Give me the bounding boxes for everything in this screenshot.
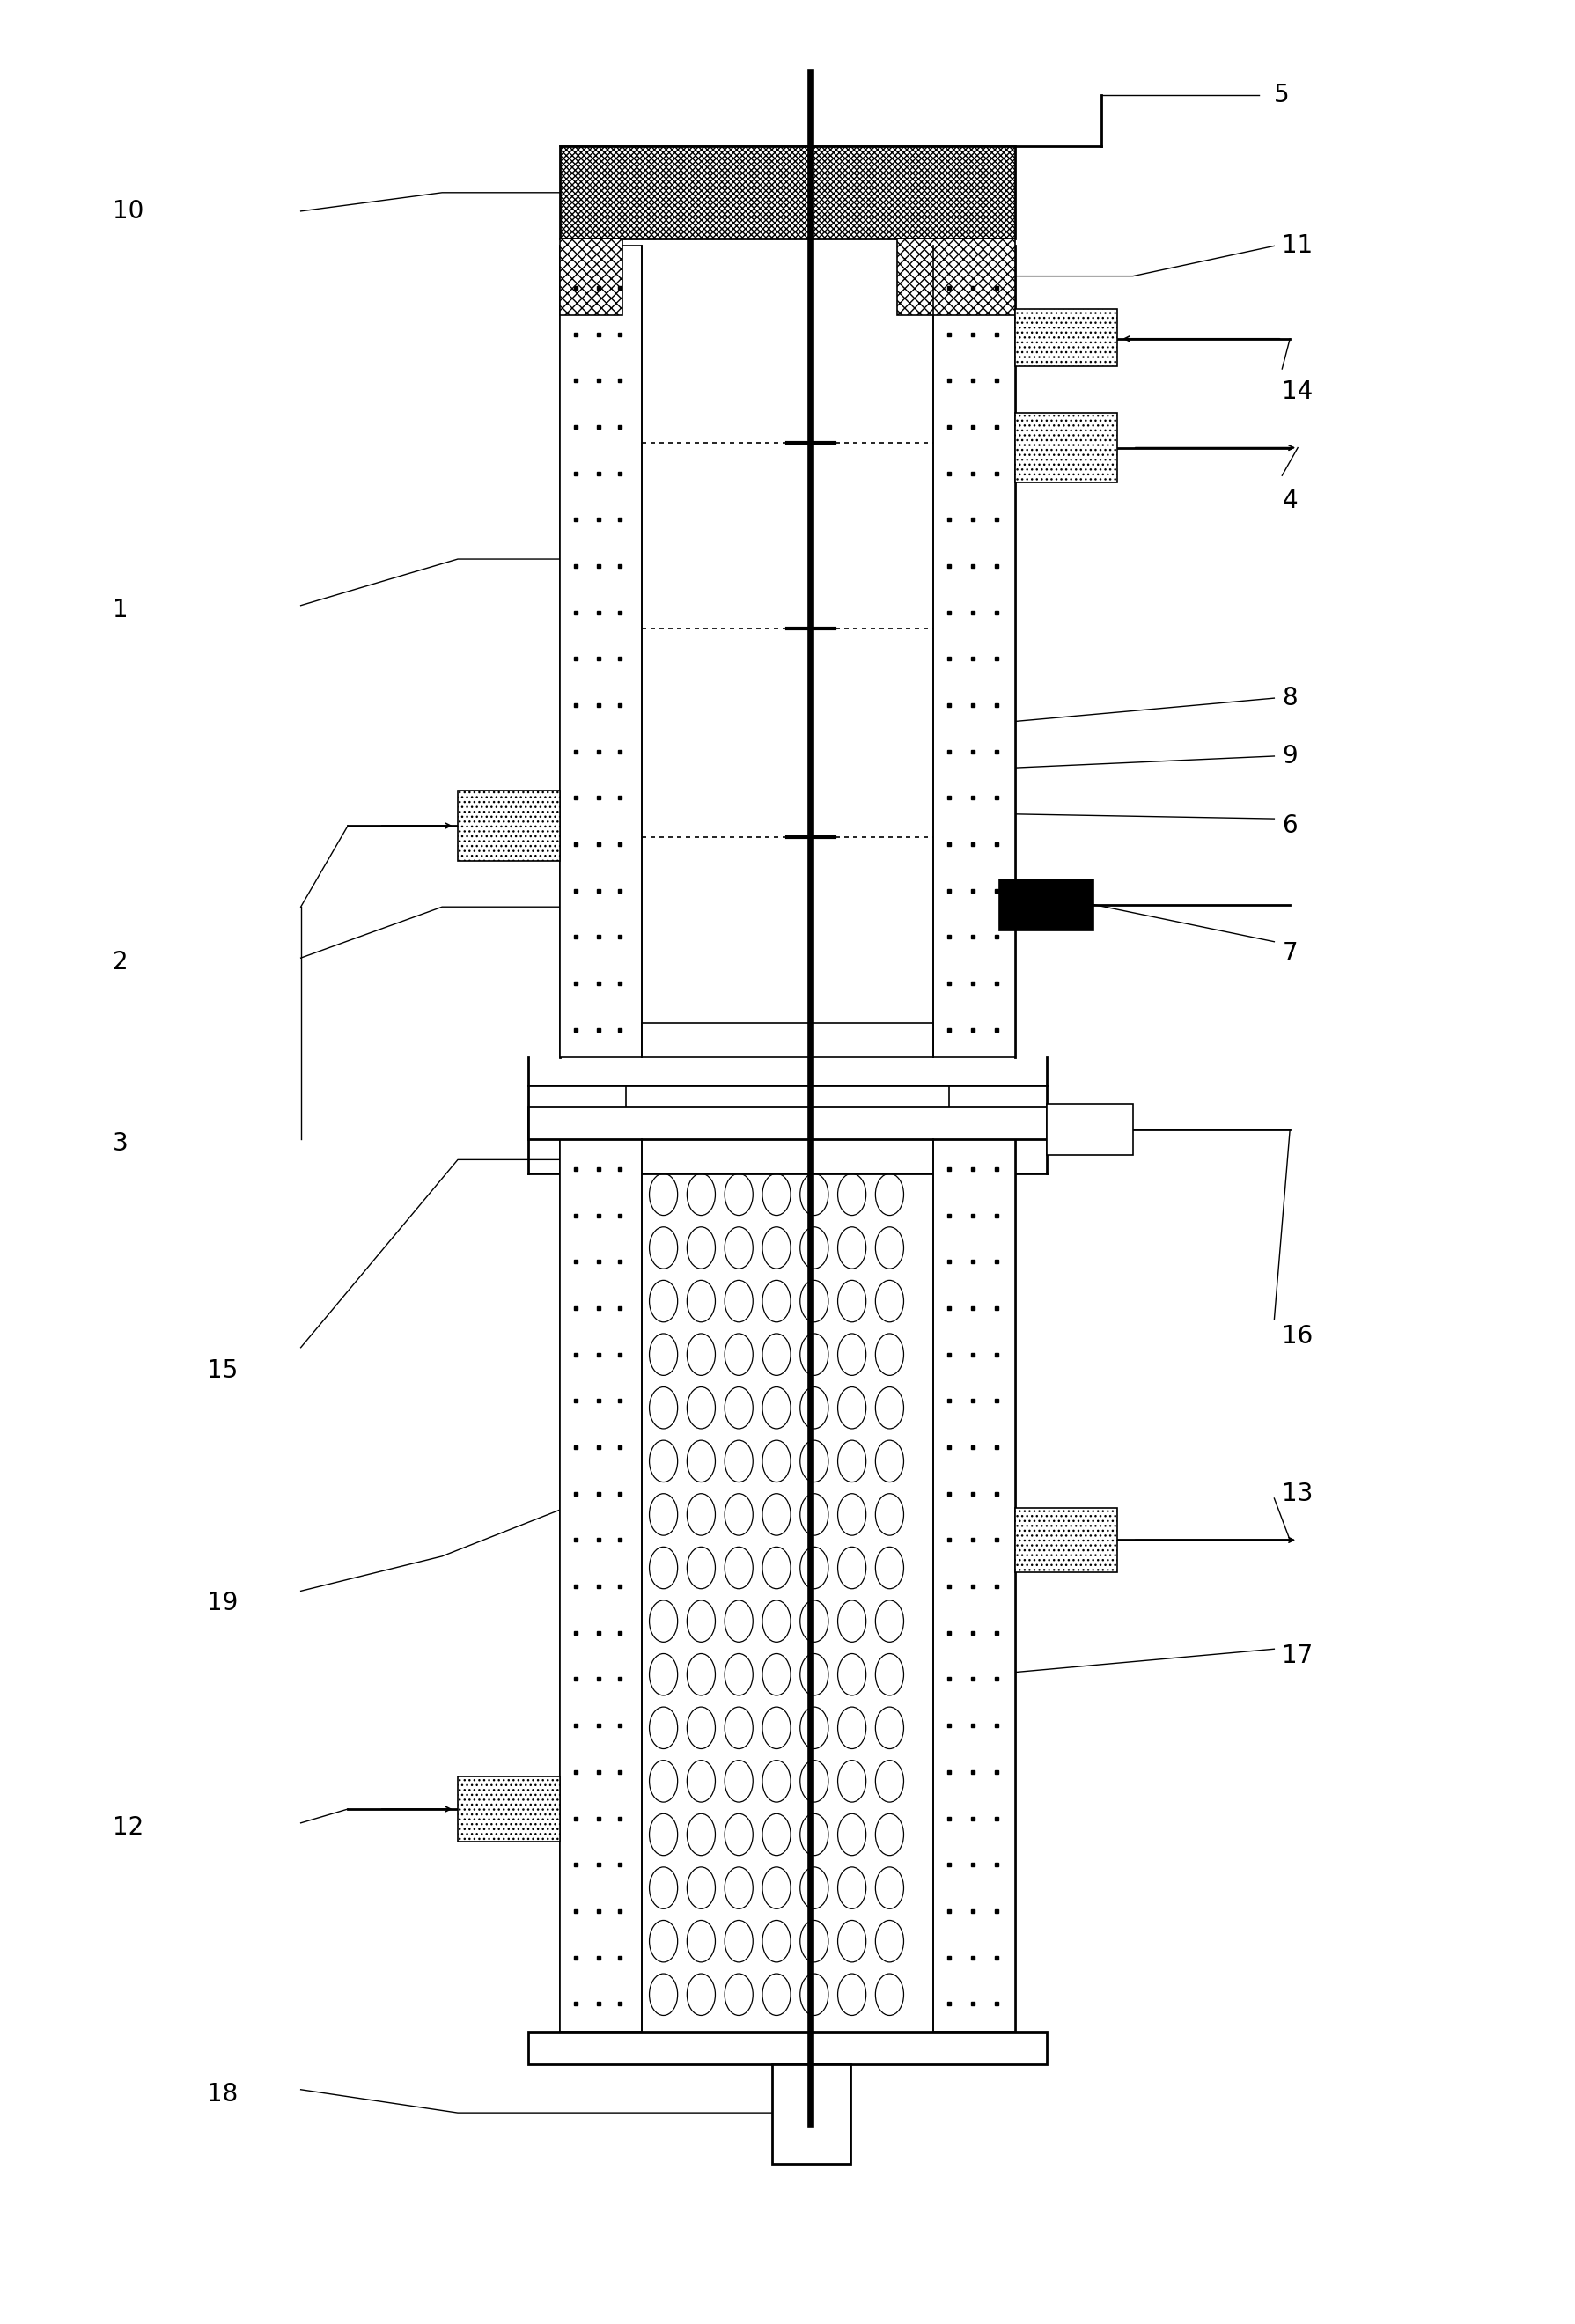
Text: 9: 9 — [1282, 744, 1298, 769]
Text: 14: 14 — [1282, 379, 1314, 404]
Text: 10: 10 — [112, 200, 143, 223]
Bar — [1016, 414, 1117, 483]
Bar — [529, 2031, 1046, 2064]
Bar — [559, 146, 1016, 239]
Text: 3: 3 — [112, 1132, 128, 1155]
Text: 8: 8 — [1282, 686, 1298, 711]
Bar — [1046, 1104, 1132, 1155]
Text: 2: 2 — [112, 951, 128, 974]
Text: 11: 11 — [1282, 235, 1314, 258]
Text: 6: 6 — [1282, 813, 1298, 839]
Bar — [1016, 309, 1117, 367]
Bar — [772, 2064, 850, 2164]
Bar — [1000, 878, 1093, 930]
Bar — [529, 1106, 1046, 1139]
Text: 1: 1 — [112, 597, 128, 623]
Bar — [1016, 1508, 1117, 1573]
Text: 16: 16 — [1282, 1325, 1314, 1348]
Bar — [559, 246, 641, 1057]
Text: 12: 12 — [112, 1815, 143, 1841]
Text: 13: 13 — [1282, 1480, 1314, 1506]
Text: 17: 17 — [1282, 1643, 1314, 1669]
Bar — [458, 790, 559, 860]
Bar — [641, 1023, 934, 1057]
Bar — [898, 239, 1016, 316]
Text: 15: 15 — [206, 1360, 238, 1383]
Bar — [934, 1139, 1016, 2031]
Bar — [559, 239, 622, 316]
Text: 19: 19 — [206, 1590, 238, 1615]
Text: 18: 18 — [206, 2082, 238, 2106]
Bar — [934, 246, 1016, 1057]
Bar — [559, 1139, 641, 2031]
Text: 5: 5 — [1274, 84, 1290, 107]
Text: 4: 4 — [1282, 488, 1298, 514]
Text: 7: 7 — [1282, 941, 1298, 964]
Bar — [458, 1776, 559, 1841]
